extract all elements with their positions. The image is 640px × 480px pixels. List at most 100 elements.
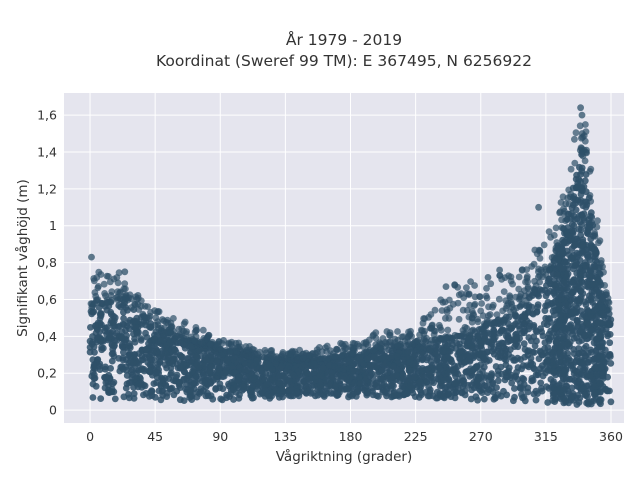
data-point [585, 194, 593, 202]
data-point [465, 290, 473, 298]
data-point [530, 349, 538, 356]
data-point [573, 269, 581, 277]
y-tick-label: 0,2 [37, 366, 57, 381]
data-point [393, 392, 400, 399]
data-point [108, 357, 116, 365]
data-point [373, 383, 380, 391]
data-point [248, 353, 256, 360]
data-point [572, 241, 579, 248]
data-point [481, 374, 488, 381]
data-point [497, 392, 505, 400]
data-point [167, 328, 175, 336]
data-point [403, 390, 411, 398]
data-point [475, 385, 482, 392]
data-point [147, 308, 154, 316]
x-tick-label: 180 [339, 429, 363, 444]
data-point [550, 257, 558, 265]
data-point [507, 277, 515, 285]
data-point [535, 265, 542, 273]
data-point [153, 309, 161, 316]
data-point [110, 343, 118, 350]
data-point [278, 362, 285, 370]
data-point [511, 385, 518, 392]
data-point [230, 355, 237, 363]
data-point [206, 341, 214, 348]
data-point [148, 351, 156, 359]
data-point [172, 374, 180, 381]
data-point [478, 300, 485, 307]
data-point [599, 319, 607, 326]
data-point [560, 210, 568, 218]
y-tick-label: 1,4 [37, 144, 57, 159]
data-point [602, 289, 610, 296]
data-point [583, 246, 591, 253]
data-point [310, 356, 318, 364]
data-point [571, 159, 579, 167]
data-point [582, 266, 590, 274]
data-point [207, 378, 215, 386]
data-point [483, 382, 491, 390]
data-point [122, 363, 130, 371]
data-point [452, 365, 459, 373]
data-point [312, 375, 319, 382]
data-point [592, 248, 600, 256]
data-point [111, 322, 119, 330]
data-point [191, 378, 199, 386]
data-point [594, 217, 601, 225]
data-point [123, 380, 131, 388]
data-point [544, 399, 552, 406]
data-point [379, 388, 387, 396]
data-point [429, 361, 436, 369]
data-point [558, 340, 565, 347]
data-point [539, 332, 547, 340]
x-tick-label: 0 [86, 429, 94, 444]
data-point [588, 280, 596, 288]
data-point [495, 295, 503, 303]
data-point [327, 389, 335, 397]
data-point [156, 358, 164, 365]
data-point [556, 306, 563, 313]
data-point [368, 370, 376, 377]
data-point [443, 383, 450, 391]
data-point [483, 285, 490, 292]
data-point [160, 353, 167, 361]
data-point [530, 323, 537, 331]
data-point [442, 314, 449, 322]
x-tick-labels: 0 45 90 135 180 225 270 315 360 [86, 429, 623, 444]
data-point [115, 355, 123, 362]
data-point [431, 306, 439, 314]
x-tick-label: 45 [147, 429, 163, 444]
data-point [607, 398, 615, 406]
data-point [123, 372, 131, 379]
data-point [528, 377, 535, 385]
data-point [96, 315, 104, 322]
data-point [493, 311, 501, 318]
data-point [331, 363, 338, 370]
data-point [197, 388, 205, 396]
data-point [500, 319, 508, 326]
data-point [487, 343, 495, 351]
data-point [515, 285, 523, 293]
data-point [498, 326, 506, 334]
data-point [525, 347, 533, 355]
data-point [145, 367, 153, 375]
data-point [88, 340, 96, 348]
data-point [463, 284, 470, 292]
data-point [570, 193, 578, 200]
data-point [584, 230, 592, 238]
data-point [111, 314, 119, 322]
data-point [380, 362, 388, 369]
data-point [551, 398, 559, 405]
data-point [102, 324, 109, 332]
data-point [96, 328, 103, 336]
data-point [206, 368, 214, 376]
data-point [599, 353, 606, 361]
data-point [556, 316, 564, 324]
data-point [551, 345, 559, 353]
data-point [581, 157, 589, 165]
data-point [384, 375, 391, 382]
x-tick-label: 225 [404, 429, 428, 444]
x-tick-label: 90 [212, 429, 228, 444]
data-point [440, 377, 447, 384]
data-point [179, 360, 187, 368]
